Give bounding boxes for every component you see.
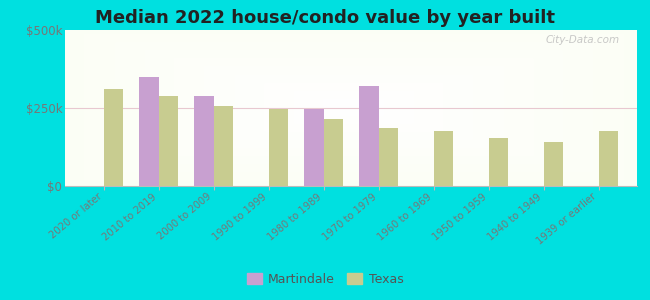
Bar [213, 106, 233, 186]
Bar [543, 142, 563, 186]
Text: Median 2022 house/condo value by year built: Median 2022 house/condo value by year bu… [95, 9, 555, 27]
Legend: Martindale, Texas: Martindale, Texas [242, 268, 408, 291]
Bar [268, 109, 288, 186]
Bar [378, 128, 398, 186]
Bar [359, 86, 378, 186]
Bar [599, 131, 617, 186]
Bar [194, 95, 213, 186]
Bar [434, 131, 453, 186]
Bar [324, 119, 343, 186]
Text: City-Data.com: City-Data.com [546, 35, 620, 45]
Bar [103, 89, 123, 186]
Bar [489, 138, 508, 186]
Bar [139, 77, 159, 186]
Bar [304, 109, 324, 186]
Bar [159, 95, 177, 186]
